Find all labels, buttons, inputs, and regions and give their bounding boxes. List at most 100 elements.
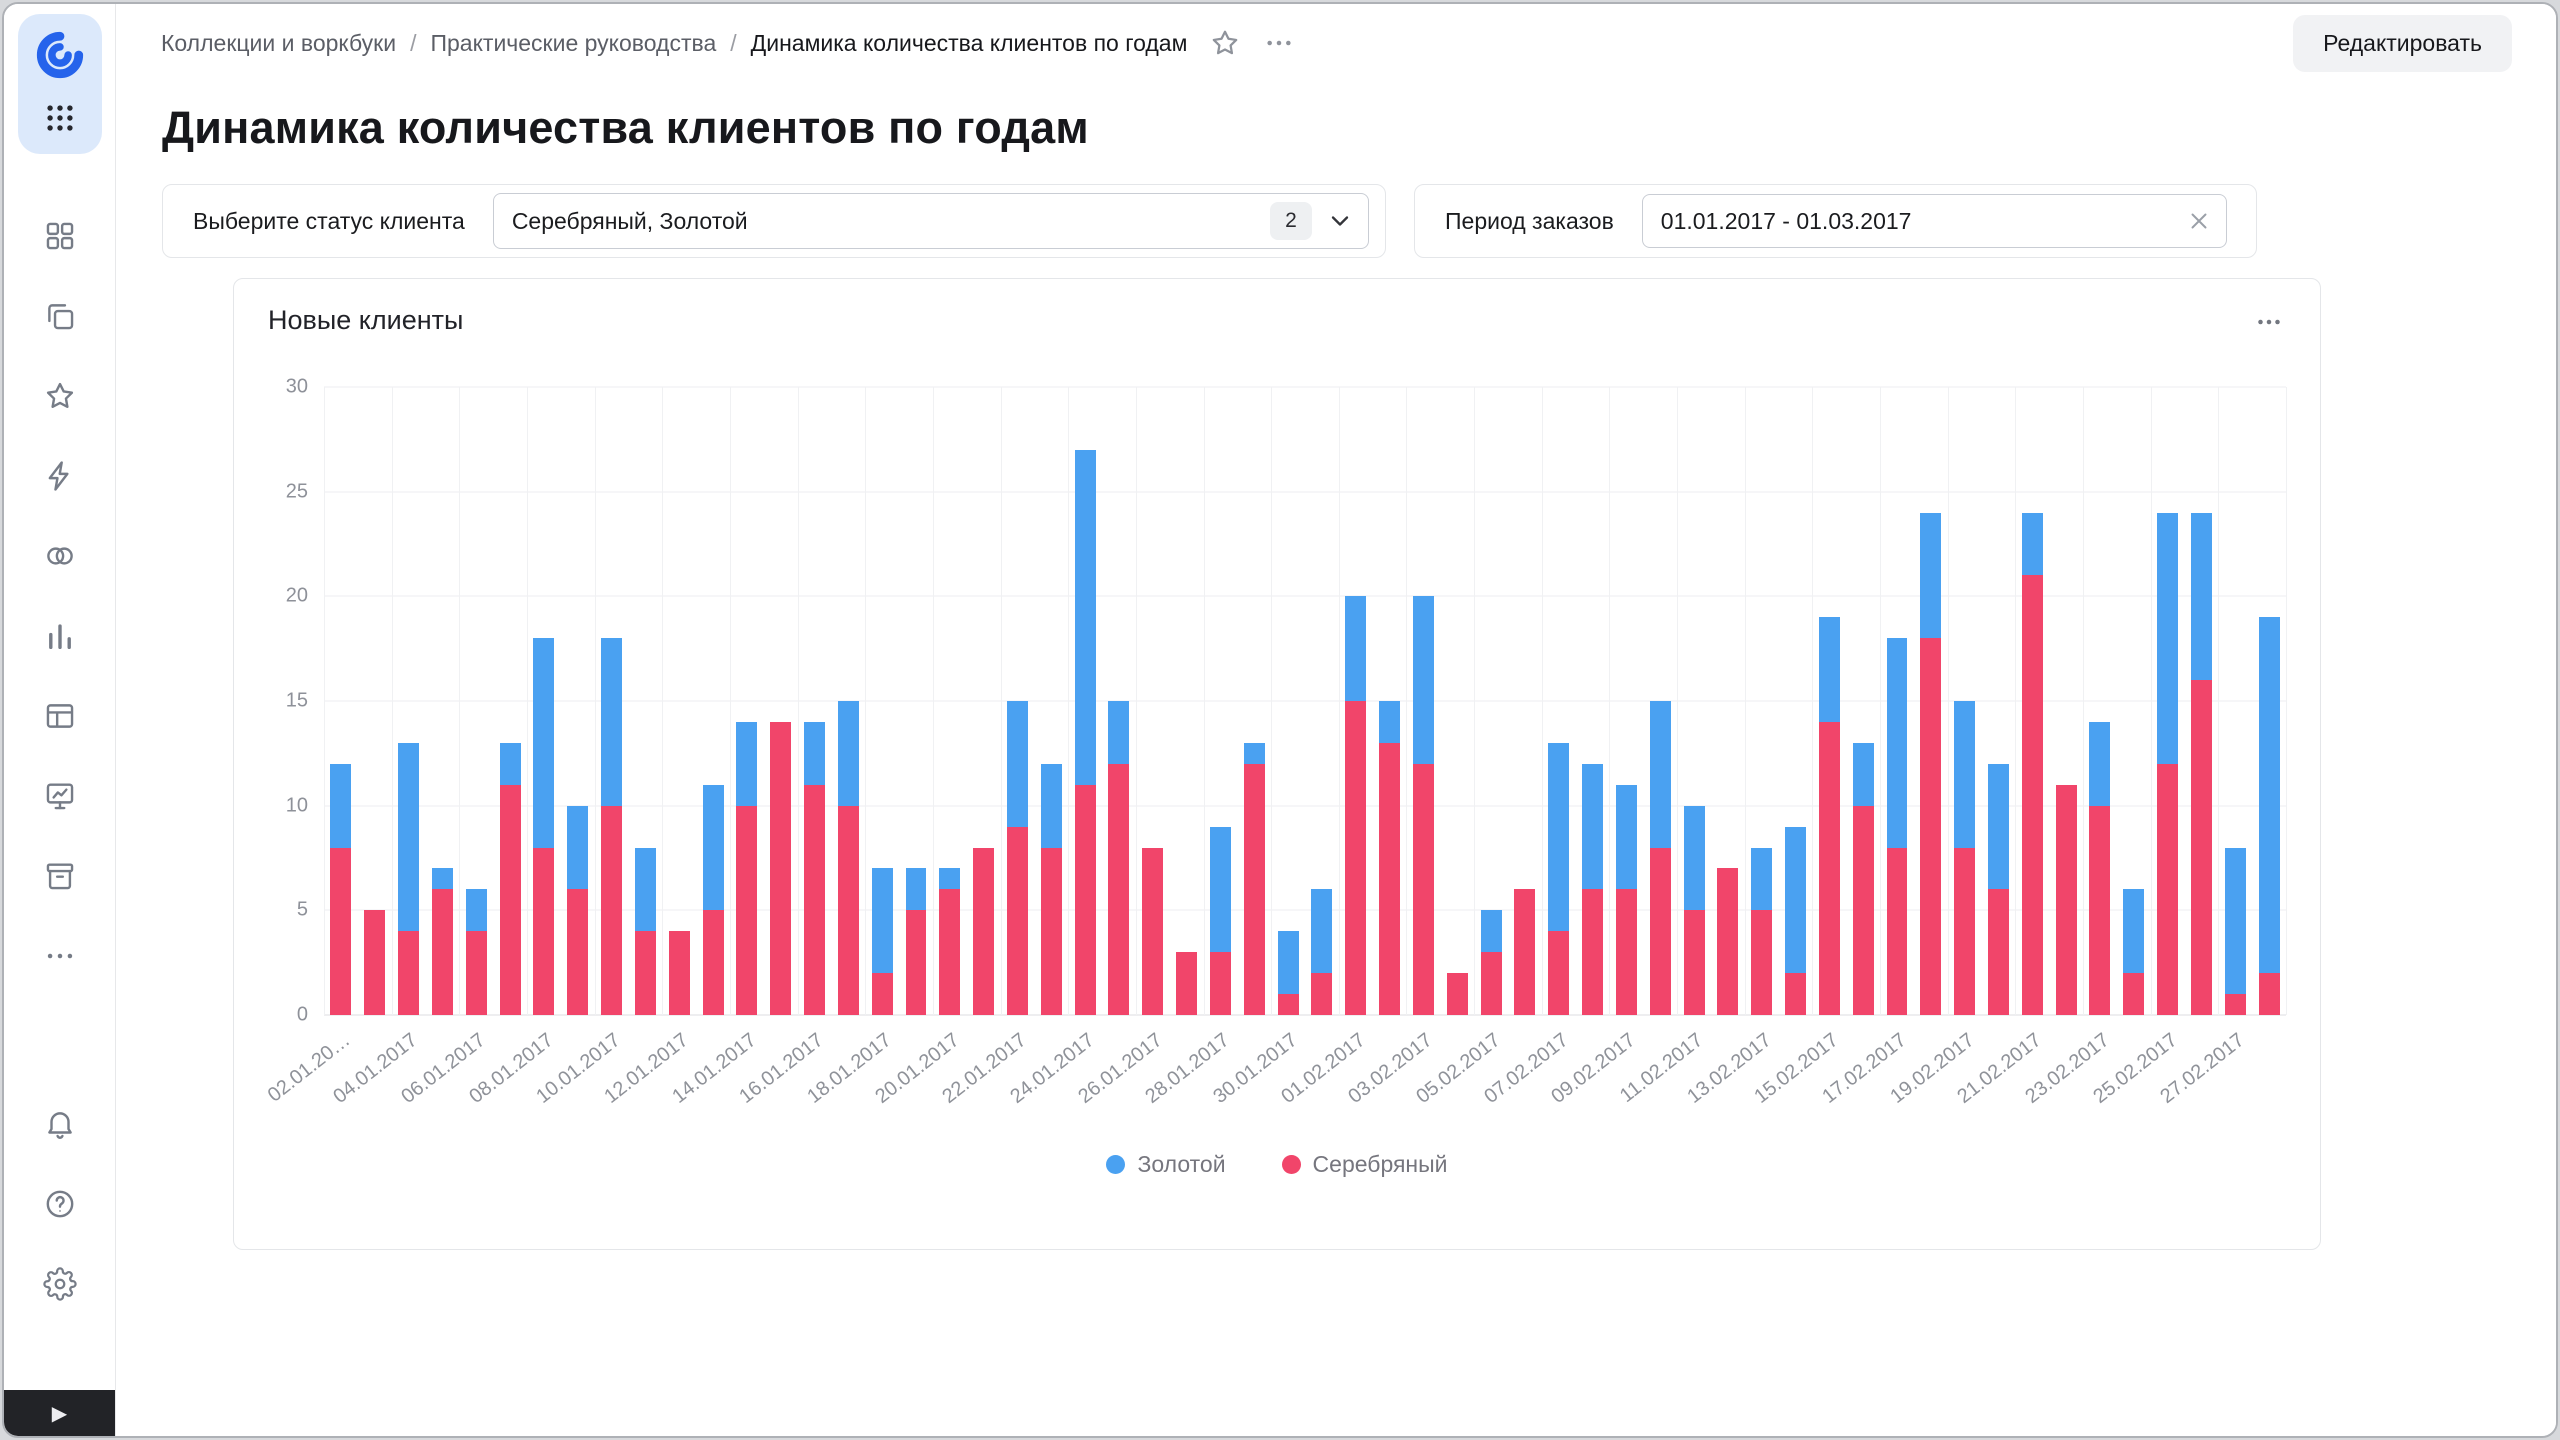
bar-segment-gold[interactable]	[1243, 742, 1265, 764]
bar-18.01.2017[interactable]	[865, 387, 899, 1015]
bar-segment-silver[interactable]	[1006, 826, 1028, 1015]
bar-segment-gold[interactable]	[330, 763, 352, 848]
bar-segment-gold[interactable]	[1852, 742, 1874, 806]
bar-segment-silver[interactable]	[702, 910, 724, 1015]
bar-segment-silver[interactable]	[465, 931, 487, 1015]
bar-segment-silver[interactable]	[736, 805, 758, 1015]
apps-grid-icon[interactable]	[40, 100, 80, 136]
bar-segment-silver[interactable]	[1751, 910, 1773, 1015]
editor-lightning-icon[interactable]	[40, 458, 80, 494]
bar-segment-silver[interactable]	[1717, 868, 1739, 1015]
bar-segment-gold[interactable]	[1751, 847, 1773, 911]
bar-segment-gold[interactable]	[702, 784, 724, 911]
bar-segment-silver[interactable]	[1683, 910, 1705, 1015]
bar-segment-silver[interactable]	[1615, 889, 1637, 1015]
chart-menu-ellipsis-icon[interactable]	[2252, 305, 2286, 344]
bar-20.01.2017[interactable]	[933, 387, 967, 1015]
bar-05.02.2017[interactable]	[1474, 387, 1508, 1015]
bar-segment-silver[interactable]	[770, 721, 792, 1015]
bar-26.02.2017[interactable]	[2185, 387, 2219, 1015]
dashboards-monitor-icon[interactable]	[40, 778, 80, 814]
bar-segment-silver[interactable]	[1345, 701, 1367, 1015]
bar-segment-gold[interactable]	[2224, 847, 2246, 995]
bar-segment-gold[interactable]	[431, 868, 453, 890]
bar-segment-gold[interactable]	[1345, 596, 1367, 701]
bar-segment-silver[interactable]	[1176, 952, 1198, 1015]
bar-10.02.2017[interactable]	[1643, 387, 1677, 1015]
bar-segment-gold[interactable]	[499, 742, 521, 785]
bar-02.02.2017[interactable]	[1373, 387, 1407, 1015]
bar-segment-silver[interactable]	[1954, 847, 1976, 1015]
bar-22.02.2017[interactable]	[2049, 387, 2083, 1015]
bar-segment-gold[interactable]	[837, 701, 859, 806]
bar-24.02.2017[interactable]	[2117, 387, 2151, 1015]
collections-icon[interactable]	[40, 218, 80, 254]
bar-segment-silver[interactable]	[973, 847, 995, 1015]
bar-segment-silver[interactable]	[1243, 763, 1265, 1015]
bar-22.01.2017[interactable]	[1001, 387, 1035, 1015]
bar-segment-silver[interactable]	[398, 931, 420, 1015]
bar-16.02.2017[interactable]	[1846, 387, 1880, 1015]
bar-08.01.2017[interactable]	[527, 387, 561, 1015]
bar-segment-gold[interactable]	[1108, 701, 1130, 764]
bar-segment-gold[interactable]	[2021, 512, 2043, 576]
bar-segment-silver[interactable]	[634, 931, 656, 1015]
bar-23.01.2017[interactable]	[1034, 387, 1068, 1015]
bar-segment-gold[interactable]	[1683, 805, 1705, 911]
bar-segment-gold[interactable]	[1006, 701, 1028, 827]
bar-segment-silver[interactable]	[567, 889, 589, 1015]
bar-segment-silver[interactable]	[2055, 784, 2077, 1015]
bar-segment-gold[interactable]	[736, 721, 758, 806]
bar-28.02.2017[interactable]	[2252, 387, 2286, 1015]
bar-01.02.2017[interactable]	[1339, 387, 1373, 1015]
bar-segment-silver[interactable]	[2157, 763, 2179, 1015]
bar-segment-gold[interactable]	[939, 868, 961, 890]
bar-06.02.2017[interactable]	[1508, 387, 1542, 1015]
page-menu-ellipsis-icon[interactable]	[1263, 27, 1295, 59]
bar-segment-silver[interactable]	[2123, 973, 2145, 1015]
bar-segment-silver[interactable]	[431, 889, 453, 1015]
charts-bars-icon[interactable]	[40, 618, 80, 654]
bar-segment-gold[interactable]	[1548, 742, 1570, 932]
bar-08.02.2017[interactable]	[1576, 387, 1610, 1015]
bar-segment-silver[interactable]	[1514, 889, 1536, 1015]
bar-segment-gold[interactable]	[804, 721, 825, 785]
bar-segment-silver[interactable]	[2190, 680, 2212, 1015]
breadcrumb-collections[interactable]: Коллекции и воркбуки	[161, 29, 397, 56]
bar-31.01.2017[interactable]	[1305, 387, 1339, 1015]
bar-segment-gold[interactable]	[1209, 826, 1231, 953]
bar-21.01.2017[interactable]	[967, 387, 1001, 1015]
bar-segment-gold[interactable]	[1311, 889, 1333, 974]
bar-25.01.2017[interactable]	[1102, 387, 1136, 1015]
bar-15.02.2017[interactable]	[1812, 387, 1846, 1015]
bar-23.02.2017[interactable]	[2083, 387, 2117, 1015]
bar-segment-silver[interactable]	[601, 805, 623, 1015]
bar-12.02.2017[interactable]	[1711, 387, 1745, 1015]
bar-segment-gold[interactable]	[1920, 512, 1942, 639]
help-icon[interactable]	[40, 1186, 80, 1222]
bar-segment-gold[interactable]	[1615, 784, 1637, 890]
bar-segment-gold[interactable]	[398, 742, 420, 932]
bar-27.01.2017[interactable]	[1170, 387, 1204, 1015]
bar-segment-gold[interactable]	[2089, 721, 2111, 806]
bar-10.01.2017[interactable]	[595, 387, 629, 1015]
connections-circles-icon[interactable]	[40, 538, 80, 574]
bar-segment-silver[interactable]	[804, 784, 825, 1015]
bar-segment-silver[interactable]	[1379, 742, 1401, 1015]
settings-gear-icon[interactable]	[40, 1266, 80, 1302]
bar-segment-silver[interactable]	[905, 910, 927, 1015]
bar-12.01.2017[interactable]	[662, 387, 696, 1015]
bar-20.02.2017[interactable]	[1982, 387, 2016, 1015]
favorites-star-icon[interactable]	[40, 378, 80, 414]
bar-segment-gold[interactable]	[1785, 826, 1806, 974]
bar-segment-gold[interactable]	[1379, 701, 1401, 743]
bar-segment-gold[interactable]	[1886, 638, 1908, 848]
bar-segment-silver[interactable]	[1446, 973, 1468, 1015]
workbooks-copy-icon[interactable]	[40, 298, 80, 334]
legend-item-Золотой[interactable]: Золотой	[1106, 1151, 1226, 1178]
bar-segment-silver[interactable]	[1480, 952, 1502, 1015]
bar-24.01.2017[interactable]	[1068, 387, 1102, 1015]
bar-03.02.2017[interactable]	[1407, 387, 1441, 1015]
bar-segment-silver[interactable]	[499, 784, 521, 1015]
bar-segment-silver[interactable]	[1886, 847, 1908, 1015]
